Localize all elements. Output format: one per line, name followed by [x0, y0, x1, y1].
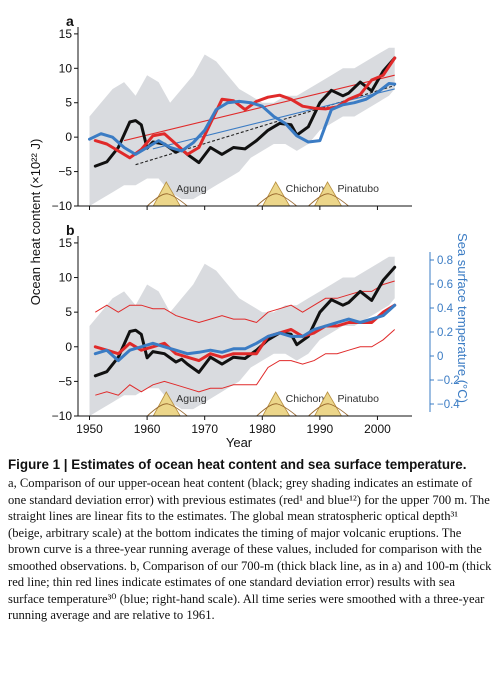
- red-series-line: [93, 303, 397, 363]
- x-tick-label: 1950: [76, 422, 103, 436]
- caption-title: Figure 1 | Estimates of ocean heat conte…: [8, 457, 467, 472]
- volcano-label: Chichon: [286, 183, 325, 195]
- x-axis-label: Year: [226, 435, 253, 450]
- sst-tick-label: 0.6: [437, 279, 453, 291]
- volcano-running-average-pinatubo: [308, 403, 349, 417]
- sst-axis-label: Sea surface temperature (°C): [455, 233, 470, 403]
- blue-trend-line: [152, 88, 395, 150]
- panel-label: b: [66, 222, 75, 238]
- y-tick-label: 15: [59, 27, 73, 41]
- volcano-running-average-chichon: [256, 193, 297, 207]
- y-tick-label: 0: [65, 130, 72, 144]
- error-band: [89, 256, 395, 416]
- y-axis-label: Ocean heat content (×10²² J): [28, 139, 43, 306]
- y-tick-label: 5: [65, 96, 72, 110]
- red-trend-line: [123, 74, 395, 142]
- x-tick-label: 1990: [307, 422, 334, 436]
- sst-tick-label: −0.4: [437, 399, 460, 411]
- black-series-line: [93, 56, 397, 168]
- y-tick-label: 5: [65, 305, 72, 319]
- volcano-running-average-pinatubo: [308, 193, 349, 207]
- sst-tick-label: 0.4: [437, 303, 454, 315]
- volcano-label: Agung: [176, 183, 207, 195]
- x-tick-label: 1980: [249, 422, 276, 436]
- figure-caption: Figure 1 | Estimates of ocean heat conte…: [8, 456, 492, 624]
- y-tick-label: 10: [59, 271, 73, 285]
- y-tick-label: −5: [58, 165, 72, 179]
- y-tick-label: −10: [52, 199, 73, 213]
- volcano-running-average-agung: [146, 193, 188, 207]
- volcano-label: Pinatubo: [338, 183, 380, 195]
- red-series-line: [93, 56, 397, 160]
- volcano-label: Agung: [176, 393, 207, 405]
- x-tick-label: 2000: [364, 422, 391, 436]
- volcano-running-average-chichon: [256, 403, 297, 417]
- red-error-lower-line: [95, 329, 396, 396]
- panel-label: a: [66, 13, 74, 29]
- x-tick-label: 1970: [191, 422, 218, 436]
- volcano-label: Chichon: [286, 393, 325, 405]
- blue-series-line: [88, 82, 397, 156]
- y-tick-label: −5: [58, 374, 72, 388]
- y-tick-label: 10: [59, 61, 73, 75]
- black-series-line: [93, 265, 397, 378]
- x-tick-label: 1960: [134, 422, 161, 436]
- y-tick-label: 15: [59, 236, 73, 250]
- volcano-label: Pinatubo: [338, 393, 380, 405]
- sst-tick-label: 0.2: [437, 327, 453, 339]
- caption-body: a, Comparison of our upper-ocean heat co…: [8, 476, 492, 622]
- blue-series-line: [93, 303, 397, 363]
- volcano-running-average-agung: [146, 403, 188, 417]
- sst-tick-label: 0: [437, 351, 443, 363]
- panel-b: Agung Chichon Pinatubo −10 −5 0 5 10 15 1950 1960 1…: [52, 222, 461, 436]
- y-tick-label: 0: [65, 340, 72, 354]
- sst-tick-label: −0.2: [437, 375, 460, 387]
- sst-tick-label: 0.8: [437, 255, 453, 267]
- panel-a: Agung Chichon Pinatubo −10 −5 0 5 10 15a: [52, 13, 412, 213]
- y-tick-label: −10: [52, 409, 73, 423]
- red-error-upper-line: [95, 280, 395, 324]
